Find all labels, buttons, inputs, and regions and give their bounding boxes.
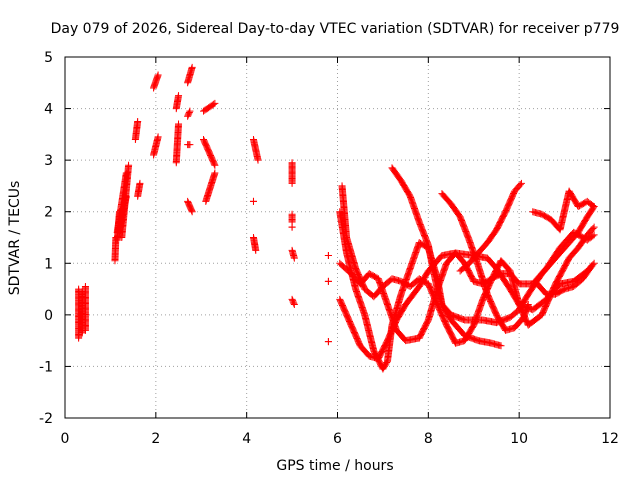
x-tick-label: 4: [242, 431, 251, 447]
data-point: [186, 141, 194, 149]
data-point: [175, 92, 183, 100]
y-tick-label: 2: [44, 205, 53, 221]
data-point: [252, 246, 260, 254]
data-point: [290, 301, 298, 309]
axis-ticks: [64, 56, 611, 419]
data-point: [185, 108, 193, 116]
chart-title: Day 079 of 2026, Sidereal Day-to-day VTE…: [51, 21, 620, 37]
data-point: [588, 262, 596, 270]
data-point: [210, 100, 218, 108]
data-point: [154, 133, 162, 141]
y-tick-label: -2: [39, 411, 53, 427]
y-tick-label: 0: [44, 308, 53, 324]
data-point: [324, 252, 332, 260]
data-point: [587, 263, 595, 271]
x-tick-label: 12: [601, 431, 619, 447]
data-point: [290, 254, 298, 262]
data-point: [211, 169, 219, 177]
data-point: [188, 207, 196, 215]
data-point: [288, 223, 296, 231]
data-point: [186, 107, 194, 115]
data-point: [516, 181, 524, 189]
x-tick-label: 8: [424, 431, 433, 447]
data-point: [254, 156, 262, 164]
data-point: [210, 160, 218, 168]
data-point: [589, 202, 597, 210]
y-tick-label: 4: [44, 102, 53, 118]
y-tick-label: 3: [44, 153, 53, 169]
data-point: [188, 208, 196, 216]
data-point: [175, 120, 183, 128]
data-point: [497, 342, 505, 350]
data-point: [154, 71, 162, 79]
data-point: [524, 301, 532, 309]
y-axis-label: SDTVAR / TECUs: [7, 181, 23, 296]
x-tick-label: 0: [61, 431, 70, 447]
y-tick-labels: -2 -1 0 1 2 3 4 5: [39, 50, 53, 427]
data-point: [136, 179, 144, 187]
data-point: [188, 63, 196, 71]
data-point: [590, 231, 598, 239]
data-point: [590, 223, 598, 231]
y-tick-label: -1: [39, 359, 53, 375]
y-tick-label: 1: [44, 256, 53, 272]
data-point: [81, 282, 89, 290]
data-points: [75, 63, 598, 373]
data-point: [249, 197, 257, 205]
x-axis-label: GPS time / hours: [276, 458, 393, 474]
data-point: [211, 99, 219, 107]
data-point: [589, 232, 597, 240]
data-point: [134, 117, 142, 125]
data-point: [75, 285, 83, 293]
data-point: [324, 338, 332, 346]
data-point: [290, 299, 298, 307]
data-point: [590, 203, 598, 211]
data-point: [125, 161, 133, 169]
data-point: [589, 224, 597, 232]
x-tick-label: 10: [510, 431, 528, 447]
x-tick-label: 6: [333, 431, 342, 447]
x-tick-labels: 0 2 4 6 8 10 12: [61, 431, 619, 447]
x-tick-label: 2: [151, 431, 160, 447]
data-point: [288, 179, 296, 187]
y-tick-label: 5: [44, 50, 53, 66]
data-point: [517, 179, 525, 187]
data-point: [324, 277, 332, 285]
data-point: [211, 161, 219, 169]
